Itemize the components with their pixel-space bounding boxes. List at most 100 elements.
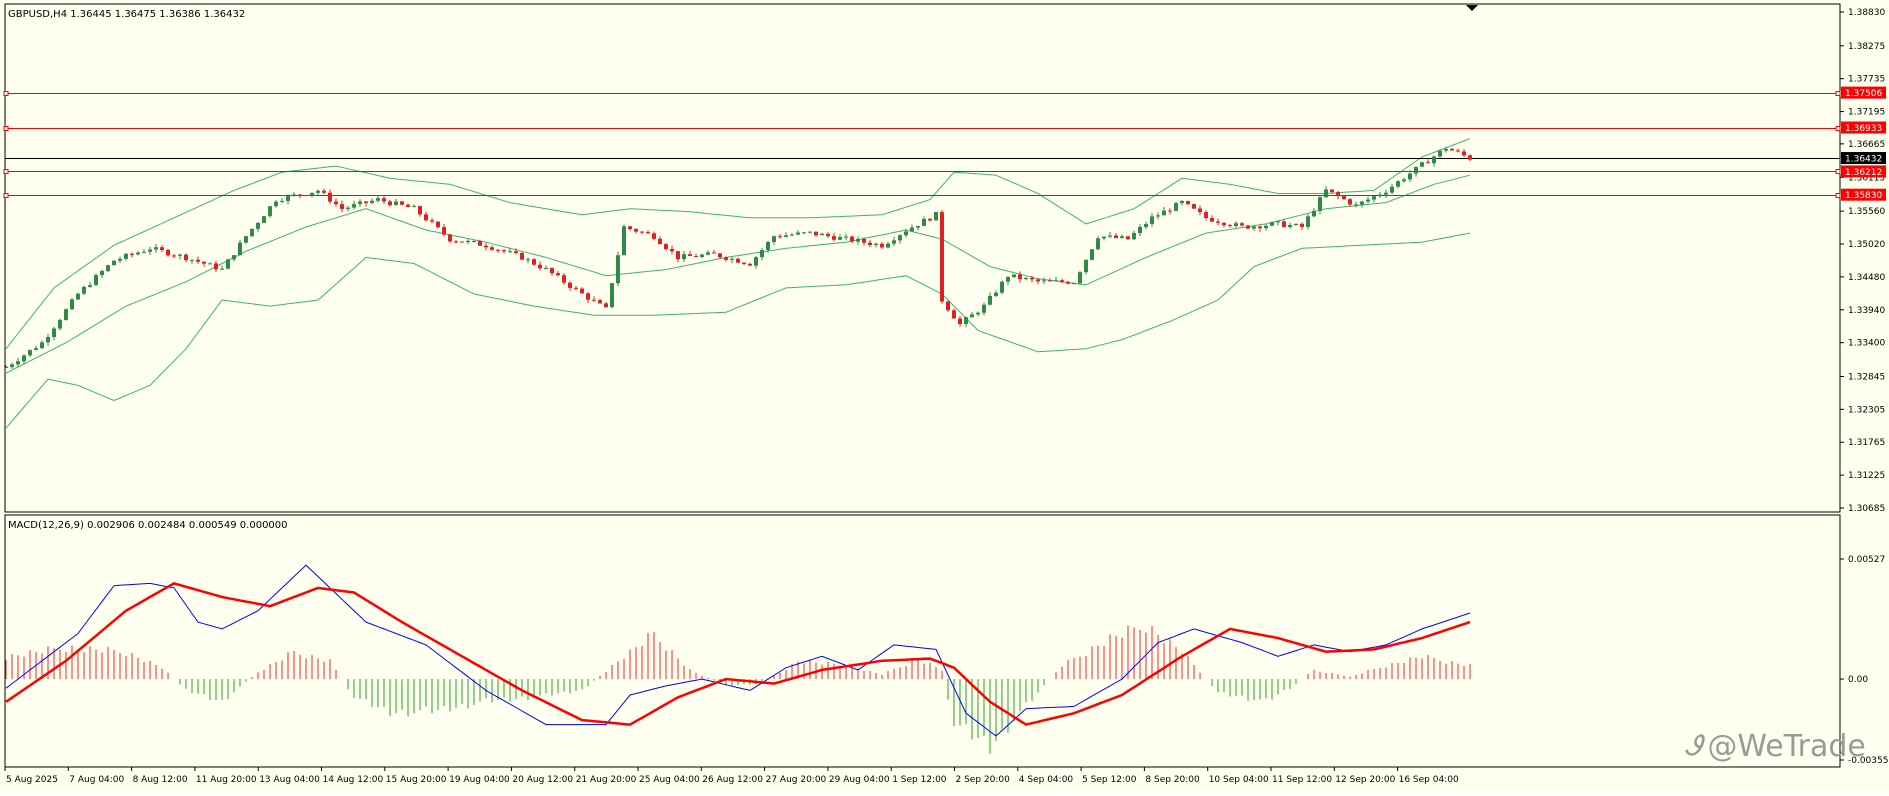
horizontal-levels[interactable] [3, 91, 1841, 198]
candle-bear [862, 238, 866, 243]
candle-bear [742, 262, 746, 264]
candle-bear [322, 190, 326, 193]
candle-bull [310, 192, 314, 196]
candle-bear [436, 221, 440, 228]
candle-bull [52, 328, 56, 338]
price-tick-label: 1.31765 [1848, 438, 1885, 448]
candle-bull [1384, 192, 1388, 195]
time-tick-label: 11 Aug 20:00 [196, 775, 257, 785]
price-tick-label: 1.36115 [1848, 173, 1885, 183]
price-tick-label: 1.35560 [1848, 207, 1885, 217]
candle-bull [1372, 196, 1376, 200]
macd-indicator [5, 564, 1471, 754]
candle-bull [226, 259, 230, 269]
candle-bull [190, 259, 194, 261]
candle-bull [268, 206, 272, 217]
candle-bear [1048, 280, 1052, 282]
candle-bull [1438, 150, 1442, 157]
candle-bear [460, 241, 464, 243]
candle-bull [760, 250, 764, 258]
candle-bull [1096, 238, 1100, 250]
time-tick-label: 21 Aug 20:00 [576, 775, 637, 785]
time-tick-label: 15 Aug 20:00 [386, 775, 447, 785]
candle-bear [880, 243, 884, 248]
candle-bull [1162, 210, 1166, 216]
candle-bear [646, 232, 650, 234]
candle-bear [496, 249, 500, 251]
candle-bear [574, 287, 578, 289]
candle-bull [1144, 223, 1148, 227]
candle-bull [412, 206, 416, 208]
candle-bull [1006, 277, 1010, 282]
level-handle-right-4 [1835, 193, 1841, 198]
candle-bull [898, 235, 902, 241]
candle-bull [682, 254, 686, 260]
candle-bull [1054, 280, 1058, 282]
candle-bear [328, 192, 332, 202]
time-tick-label: 7 Aug 04:00 [69, 775, 124, 785]
candle-bull [982, 304, 986, 313]
candle-bull [100, 271, 104, 276]
candle-bear [172, 255, 176, 257]
candle-bull [250, 228, 254, 237]
price-label-box [1841, 121, 1886, 134]
candle-bull [274, 201, 278, 207]
price-tick-label: 1.37735 [1848, 75, 1885, 85]
candle-bull [394, 201, 398, 206]
candle-bear [1030, 277, 1034, 280]
candle-bear [826, 233, 830, 237]
macd-line [5, 564, 1471, 737]
time-axis: 5 Aug 2025 7 Aug 04:00 8 Aug 12:00 11 Aug 2… [4, 767, 1459, 785]
candle-bear [484, 245, 488, 248]
candle-bear [1282, 221, 1286, 228]
candle-bull [1108, 235, 1112, 237]
candle-bear [1468, 155, 1472, 160]
time-tick-label: 13 Aug 04:00 [259, 775, 320, 785]
indicator-pane[interactable] [4, 514, 1841, 768]
candle-bull [316, 190, 320, 193]
time-tick-label: 16 Sep 04:00 [1399, 775, 1459, 785]
candle-bear [340, 204, 344, 209]
candle-bull [1444, 148, 1448, 151]
time-tick-label: 14 Aug 12:00 [323, 775, 384, 785]
candle-bull [34, 348, 38, 350]
price-label-box [1841, 188, 1886, 201]
candle-bull [988, 295, 992, 305]
candle-bear [628, 226, 632, 229]
main-pane[interactable] [4, 3, 1841, 513]
candle-bull [1276, 221, 1280, 223]
candle-bull [976, 312, 980, 315]
candle-bull [46, 337, 50, 343]
candle-bull [94, 275, 98, 286]
candle-bull [526, 259, 530, 261]
candle-bear [592, 299, 596, 301]
candle-bear [568, 282, 572, 288]
shift-marker-icon[interactable] [1466, 5, 1478, 11]
candle-bear [634, 228, 638, 232]
candle-bull [1366, 199, 1370, 202]
candle-bear [724, 257, 728, 260]
level-handle-left-4 [3, 193, 9, 198]
candle-bull [772, 236, 776, 243]
candle-bull [148, 249, 152, 252]
candle-bear [382, 198, 386, 202]
candle-bear [850, 236, 854, 242]
candle-bull [232, 255, 236, 260]
candle-bear [532, 259, 536, 265]
candle-bear [418, 206, 422, 215]
price-tick-label: 1.35020 [1848, 240, 1885, 250]
candle-bull [544, 268, 548, 270]
candle-bear [1126, 236, 1130, 240]
candle-bear [1300, 223, 1304, 227]
candle-bear [298, 194, 302, 196]
macd-tick-label: 0.00 [1848, 675, 1868, 685]
candle-bear [1186, 201, 1190, 205]
macd-tick-label: 0.00527 [1848, 555, 1885, 565]
candle-bull [58, 320, 62, 329]
candle-bull [178, 254, 182, 256]
candle-bull [208, 263, 212, 265]
candle-bear [688, 254, 692, 257]
candle-bear [694, 256, 698, 258]
